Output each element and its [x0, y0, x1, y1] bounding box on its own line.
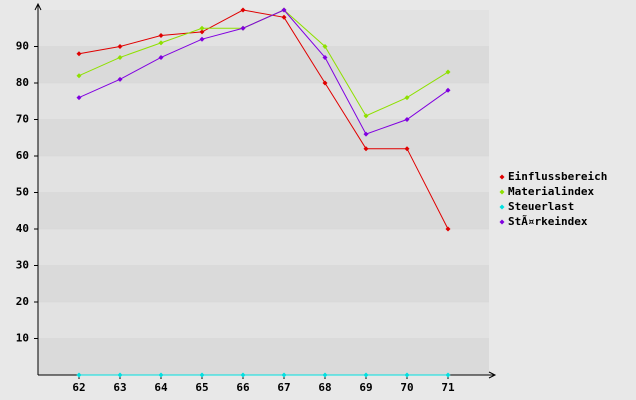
data-point: [363, 131, 369, 137]
legend-marker: [499, 204, 505, 210]
data-point: [445, 372, 451, 378]
y-tick-label: 30: [16, 259, 29, 272]
data-point: [404, 146, 410, 152]
y-axis-arrow: [34, 2, 42, 11]
data-point: [322, 54, 328, 60]
data-point: [445, 226, 451, 232]
data-point: [158, 372, 164, 378]
legend-label: StÃ¤rkeindex: [508, 215, 588, 228]
data-point: [363, 146, 369, 152]
grid-band: [38, 46, 489, 83]
data-point: [322, 44, 328, 49]
grid-band: [38, 265, 489, 302]
grid-band: [38, 119, 489, 156]
data-point: [199, 372, 205, 378]
legend-label: Materialindex: [508, 185, 594, 198]
data-point: [117, 54, 123, 60]
data-point: [281, 372, 287, 378]
data-point: [76, 51, 82, 57]
y-tick-label: 90: [16, 40, 29, 53]
data-point: [363, 372, 369, 378]
data-point: [158, 40, 164, 46]
grid-band: [38, 302, 489, 339]
data-point: [199, 36, 205, 42]
data-point: [158, 33, 164, 39]
y-tick-label: 20: [16, 295, 29, 308]
series-line: [78, 9, 449, 135]
x-tick-label: 63: [113, 381, 126, 394]
grid-band: [38, 10, 489, 47]
data-point: [281, 7, 287, 13]
series-line: [78, 9, 449, 230]
x-tick-label: 66: [236, 381, 250, 394]
y-tick-label: 80: [16, 76, 29, 89]
x-tick-label: 70: [400, 381, 413, 394]
data-point: [199, 29, 205, 35]
y-tick-label: 50: [16, 186, 29, 199]
x-tick-label: 71: [441, 381, 455, 394]
legend-label: Steuerlast: [508, 200, 574, 213]
y-tick-label: 10: [16, 332, 29, 345]
y-tick-label: 60: [16, 149, 29, 162]
x-tick-label: 64: [154, 381, 168, 394]
grid-band: [38, 83, 489, 120]
data-point: [281, 14, 287, 20]
legend-label: Einflussbereich: [508, 170, 607, 183]
data-point: [363, 113, 369, 119]
data-point: [117, 372, 123, 378]
legend-marker: [499, 189, 505, 195]
grid-band: [38, 229, 489, 266]
grid-band: [38, 338, 489, 375]
x-tick-label: 65: [195, 381, 208, 394]
x-tick-label: 67: [277, 381, 290, 394]
data-point: [76, 372, 82, 378]
data-point: [404, 95, 410, 101]
data-point: [322, 80, 328, 86]
data-point: [76, 95, 82, 101]
x-tick-label: 62: [72, 381, 85, 394]
data-point: [117, 76, 123, 82]
x-tick-label: 69: [359, 381, 372, 394]
legend-marker: [499, 174, 505, 180]
data-point: [445, 69, 451, 75]
grid-band: [38, 192, 489, 229]
x-tick-label: 68: [318, 381, 331, 394]
data-point: [199, 25, 205, 31]
data-point: [117, 44, 123, 49]
data-point: [445, 87, 451, 93]
data-point: [240, 25, 246, 31]
data-point: [404, 372, 410, 378]
data-point: [240, 372, 246, 378]
legend-marker: [499, 219, 505, 225]
data-point: [404, 117, 410, 122]
x-axis-arrow: [488, 371, 497, 379]
y-tick-label: 40: [16, 222, 29, 235]
y-tick-label: 70: [16, 113, 29, 126]
data-point: [158, 54, 164, 60]
data-point: [322, 372, 328, 378]
grid-band: [38, 156, 489, 193]
data-point: [76, 73, 82, 79]
data-point: [240, 7, 246, 13]
